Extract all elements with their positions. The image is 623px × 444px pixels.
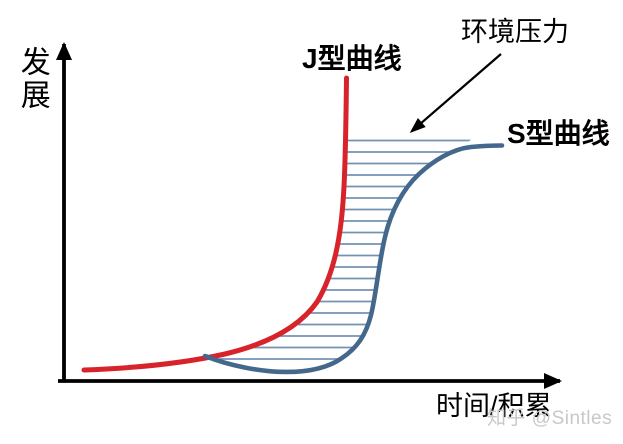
j-curve-label: J型曲线 [302,43,402,74]
y-axis-label: 发展 [15,46,49,112]
x-axis-label: 时间/积累 [436,391,552,421]
environmental-pressure-label: 环境压力 [461,17,569,47]
j-curve-line [81,75,349,373]
annotation-arrow [409,53,502,133]
s-curve-label: S型曲线 [507,118,610,149]
watermark: 知乎 @Sintles [487,408,613,429]
s-curve-line [202,143,505,375]
